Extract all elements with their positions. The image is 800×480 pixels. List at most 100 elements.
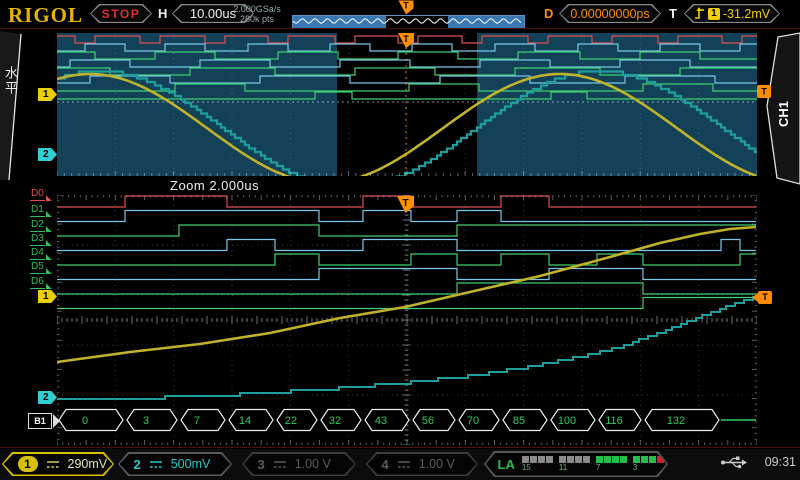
bus-b1-marker[interactable]: B1 xyxy=(28,413,60,429)
brand-logo: RIGOL xyxy=(8,3,84,27)
label-text: D5 xyxy=(30,261,45,274)
digital-channel-label-d3[interactable]: D3 xyxy=(30,234,52,246)
label-text: D0 xyxy=(30,188,45,201)
timeline-waveform-icon xyxy=(293,18,522,24)
channel-4-badge[interactable]: 4 1.00 V xyxy=(366,452,478,476)
bus-value-label: 14 xyxy=(239,415,251,427)
la-group-label: 15 xyxy=(521,463,531,472)
coupling-dc-icon xyxy=(396,460,412,469)
channel-scale-value: 290mV xyxy=(67,457,108,471)
channel-scale-value: 500mV xyxy=(170,457,211,471)
ch1-position-marker-zoom[interactable]: 1 xyxy=(38,290,57,303)
channel-number: 3 xyxy=(257,456,265,472)
la-channel-square xyxy=(559,456,566,463)
la-channel-square xyxy=(575,456,582,463)
la-group-label: 11 xyxy=(558,463,568,472)
digital-channel-label-d6[interactable]: D6 xyxy=(30,277,52,289)
svg-text:T: T xyxy=(761,87,767,97)
la-channel-square xyxy=(649,456,656,463)
la-channel-square xyxy=(567,456,574,463)
trigger-tag-label: T xyxy=(758,291,772,304)
ch2-position-marker-main[interactable]: 2 xyxy=(38,148,57,161)
trigger-level-tag-zoom[interactable]: T xyxy=(752,291,772,304)
channel-number: 2 xyxy=(133,456,141,472)
channel-3-badge[interactable]: 3 1.00 V xyxy=(242,452,356,476)
right-menu-tab[interactable]: T CH1 xyxy=(757,30,800,202)
digital-channel-label-d0[interactable]: D0 xyxy=(30,189,52,201)
label-text: D2 xyxy=(30,219,45,232)
bus-value-label: 56 xyxy=(422,415,434,427)
left-tab-label: 水平 xyxy=(3,66,18,96)
record-timeline-bar[interactable] xyxy=(292,15,525,29)
la-channel-square xyxy=(522,456,529,463)
bus-value-label: 22 xyxy=(285,415,297,427)
bus-value-label: 100 xyxy=(558,415,576,427)
la-channel-square xyxy=(596,456,603,463)
channel-number: 1 xyxy=(18,456,38,472)
channel-arrow-icon xyxy=(45,211,52,217)
la-channel-indicators: 15 11 7 3 xyxy=(522,456,664,472)
channel-1-badge[interactable]: 1 290mV xyxy=(2,452,114,476)
trigger-label: T xyxy=(669,6,677,21)
horizontal-label: H xyxy=(158,6,168,21)
zoom-window-panel: 0 3 7 14 22 32 43 56 70 85 100 116 132 T xyxy=(57,195,757,445)
coupling-dc-icon xyxy=(272,460,288,469)
delay-badge[interactable]: 0.00000000ps xyxy=(559,4,661,23)
ch1-position-marker-main[interactable]: 1 xyxy=(38,88,57,101)
la-group: 7 xyxy=(596,456,627,472)
digital-channel-label-d5[interactable]: D5 xyxy=(30,262,52,274)
trigger-level-tag-main[interactable] xyxy=(757,85,771,98)
la-channel-square xyxy=(604,456,611,463)
run-stop-badge[interactable]: STOP xyxy=(90,4,152,23)
la-channel-square xyxy=(583,456,590,463)
ch2-position-marker-zoom[interactable]: 2 xyxy=(38,391,57,404)
channel-arrow-icon xyxy=(45,254,52,260)
la-channel-square xyxy=(620,456,627,463)
bus-value-label: 0 xyxy=(82,415,88,427)
bus-value-label: 7 xyxy=(194,415,200,427)
digital-channel-label-d1[interactable]: D1 xyxy=(30,205,52,217)
svg-text:T: T xyxy=(403,34,409,44)
digital-channel-label-d2[interactable]: D2 xyxy=(30,220,52,232)
bottom-separator xyxy=(0,447,800,448)
clock: 09:31 xyxy=(764,455,796,469)
svg-text:T: T xyxy=(403,1,409,11)
timebase-badge[interactable]: 10.00us xyxy=(172,4,254,23)
channel-arrow-icon xyxy=(45,283,52,289)
svg-text:T: T xyxy=(402,198,408,209)
channel-number: 4 xyxy=(381,456,389,472)
bus-b1-arrow-icon xyxy=(53,414,60,428)
zoom-scale-label: Zoom 2.000us xyxy=(170,178,260,193)
la-channel-square xyxy=(530,456,537,463)
channel-scale-value: 1.00 V xyxy=(294,457,331,471)
digital-channel-label-d4[interactable]: D4 xyxy=(30,248,52,260)
top-separator xyxy=(0,28,800,29)
run-stop-label: STOP xyxy=(91,5,151,22)
la-group: 15 xyxy=(522,456,553,472)
left-menu-tab[interactable] xyxy=(0,30,24,186)
la-badge[interactable]: LA 15 11 7 3 xyxy=(484,451,668,477)
delay-value: 0.00000000ps xyxy=(560,5,660,22)
bus-value-label: 32 xyxy=(329,415,341,427)
sample-rate: 2.000GSa/s xyxy=(233,4,281,14)
la-channel-square xyxy=(538,456,545,463)
channel-arrow-icon xyxy=(45,226,52,232)
coupling-dc-icon xyxy=(148,460,164,469)
channel-2-badge[interactable]: 2 500mV xyxy=(118,452,232,476)
la-channel-square xyxy=(633,456,640,463)
trigger-position-icon-topbar[interactable]: T xyxy=(398,0,414,16)
trigger-badge[interactable]: 1 -31.2mV xyxy=(684,4,780,23)
status-bar: 1 290mV 2 500mV 3 1.00 V 4 1.00 V LA 15 11 7 3 09:… xyxy=(0,449,800,480)
label-text: D6 xyxy=(30,276,45,289)
label-text: D1 xyxy=(30,204,45,217)
la-channel-square xyxy=(546,456,553,463)
delay-label: D xyxy=(544,6,554,21)
label-text: D3 xyxy=(30,233,45,246)
acquisition-info: 2.000GSa/s 280k pts xyxy=(224,4,290,24)
bus-value-label: 116 xyxy=(605,415,623,427)
la-group-label: 3 xyxy=(632,463,638,472)
bus-value-label: 85 xyxy=(513,415,525,427)
channel-arrow-icon xyxy=(45,195,52,201)
channel-arrow-icon xyxy=(45,268,52,274)
memory-depth: 280k pts xyxy=(239,14,275,24)
